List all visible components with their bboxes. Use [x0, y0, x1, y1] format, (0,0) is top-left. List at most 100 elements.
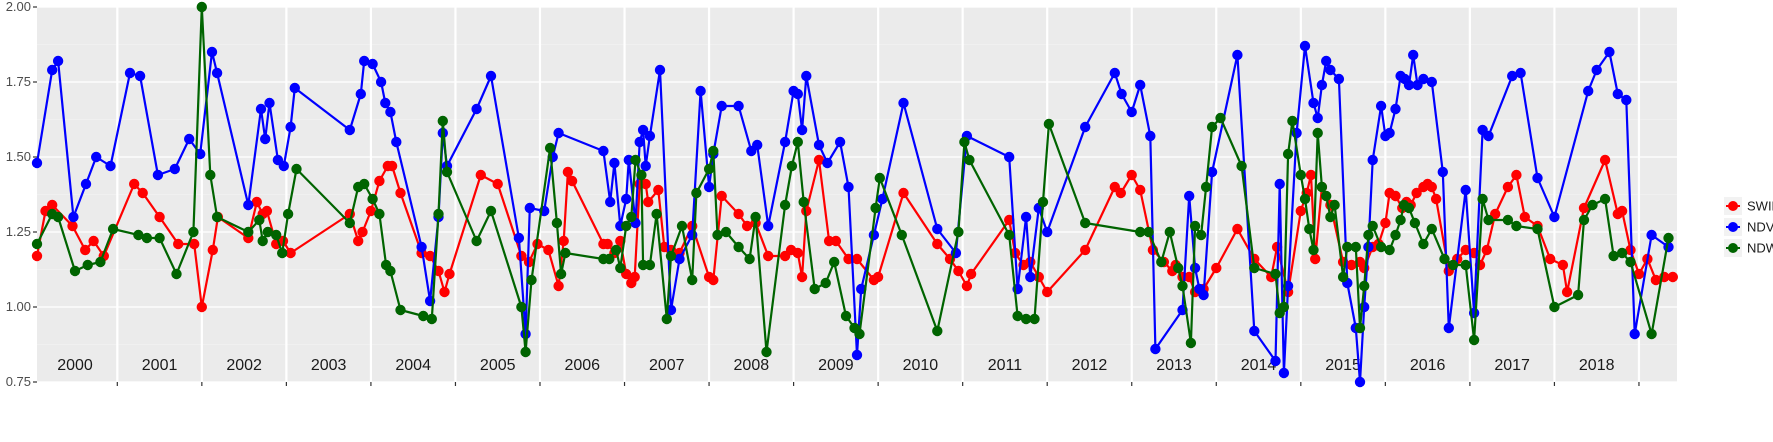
data-point-swir — [965, 268, 977, 280]
data-point-ndwi — [1143, 226, 1154, 238]
data-point-ndvi — [416, 241, 427, 253]
y-tick-label: 1.00 — [6, 299, 31, 314]
data-point-ndwi — [636, 169, 647, 181]
data-point-ndvi — [264, 97, 275, 109]
data-point-ndvi — [687, 229, 698, 241]
data-point-ndvi — [152, 169, 164, 181]
data-point-ndwi — [526, 274, 537, 286]
data-point-swir — [1004, 214, 1015, 226]
data-point-ndwi — [171, 268, 182, 280]
data-point-ndwi — [277, 247, 288, 259]
data-point-ndvi — [105, 160, 116, 172]
data-point-ndwi — [257, 235, 268, 247]
data-point-ndvi — [1443, 322, 1455, 334]
data-point-swir — [961, 280, 973, 292]
data-point-ndwi — [964, 154, 975, 166]
data-point-ndwi — [1587, 199, 1598, 211]
data-point-ndwi — [1304, 223, 1315, 235]
data-point-ndvi — [1325, 64, 1336, 76]
year-label: 2008 — [734, 357, 770, 374]
data-point-ndvi — [391, 136, 402, 148]
data-point-ndvi — [1198, 289, 1209, 301]
data-point-swir — [1481, 244, 1493, 256]
data-point-ndwi — [1608, 250, 1619, 262]
data-point-ndwi — [959, 136, 970, 148]
data-point-ndwi — [31, 238, 43, 250]
data-point-ndvi — [792, 88, 803, 100]
data-point-swir — [189, 238, 200, 250]
data-point-ndvi — [1321, 55, 1332, 67]
data-point-swir — [251, 196, 262, 208]
year-label: 2004 — [395, 357, 431, 374]
data-point-ndwi — [291, 163, 302, 175]
data-point-ndwi — [870, 202, 881, 214]
year-label: 2000 — [57, 357, 93, 374]
data-point-swir — [1519, 211, 1531, 223]
data-point-ndvi — [1583, 85, 1594, 97]
data-point-swir — [602, 238, 613, 250]
data-point-ndvi — [1354, 376, 1366, 388]
data-point-ndvi — [796, 124, 808, 136]
data-point-ndwi — [544, 142, 556, 154]
data-point-ndvi — [31, 157, 43, 169]
data-point-ndwi — [1363, 229, 1374, 241]
data-point-ndwi — [750, 211, 761, 223]
data-point-ndwi — [712, 229, 723, 241]
data-point-ndvi — [801, 70, 812, 82]
data-point-swir — [1557, 259, 1569, 271]
year-label: 2007 — [649, 357, 685, 374]
data-point-ndvi — [1375, 100, 1387, 112]
data-point-swir — [1633, 268, 1645, 280]
data-point-ndwi — [485, 205, 497, 217]
data-point-swir — [1380, 217, 1391, 229]
data-point-ndwi — [630, 154, 641, 166]
data-point-ndvi — [1080, 121, 1091, 133]
data-point-ndwi — [1156, 256, 1167, 268]
data-point-swir — [365, 205, 377, 217]
data-point-ndvi — [1109, 67, 1121, 79]
data-point-ndvi — [1042, 226, 1053, 238]
data-point-ndvi — [260, 133, 271, 145]
data-point-ndwi — [820, 277, 831, 289]
data-point-ndvi — [1274, 178, 1285, 190]
data-point-swir — [1426, 181, 1438, 193]
data-point-ndwi — [433, 208, 444, 220]
data-point-ndvi — [385, 106, 396, 118]
data-point-ndwi — [344, 217, 355, 229]
data-point-ndwi — [1080, 217, 1091, 229]
data-point-swir — [792, 247, 803, 259]
data-point-swir — [1599, 154, 1611, 166]
data-point-swir — [154, 211, 165, 223]
data-point-swir — [1411, 187, 1422, 199]
data-point-ndwi — [1549, 301, 1560, 313]
year-label: 2014 — [1241, 357, 1277, 374]
data-point-ndwi — [1215, 112, 1226, 124]
data-point-swir — [516, 250, 527, 262]
data-point-swir — [129, 178, 140, 190]
data-point-ndwi — [1020, 313, 1032, 325]
data-point-ndwi — [1460, 259, 1471, 271]
data-point-ndwi — [744, 253, 755, 265]
data-point-swir — [1460, 244, 1471, 256]
data-point-swir — [733, 208, 744, 220]
data-point-ndwi — [615, 262, 626, 274]
series-layer — [31, 1, 1679, 388]
y-tick-label: 1.25 — [6, 224, 31, 239]
data-point-swir — [1511, 169, 1522, 181]
data-point-ndwi — [932, 325, 943, 337]
data-point-swir — [1561, 286, 1573, 298]
data-point-ndwi — [254, 214, 265, 226]
data-point-ndwi — [1299, 193, 1311, 205]
year-label: 2011 — [988, 357, 1023, 374]
data-point-swir — [629, 271, 640, 283]
data-point-ndwi — [1439, 253, 1450, 265]
data-point-ndvi — [598, 145, 609, 157]
data-point-ndvi — [1135, 79, 1146, 91]
data-point-ndwi — [1337, 271, 1349, 283]
data-point-ndwi — [82, 259, 93, 271]
data-point-ndvi — [1437, 166, 1449, 178]
data-point-ndwi — [154, 232, 165, 244]
data-point-ndwi — [1418, 238, 1429, 250]
data-point-ndwi — [359, 178, 370, 190]
